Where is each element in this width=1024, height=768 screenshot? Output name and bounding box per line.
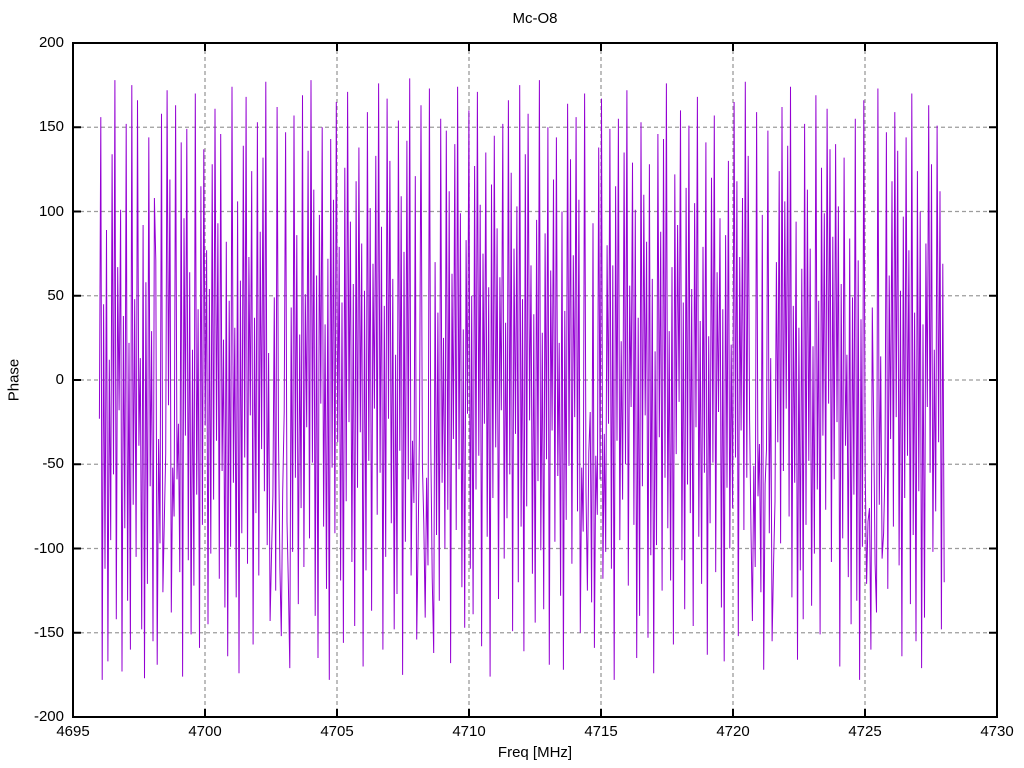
y-tick-label: -150 (33, 623, 64, 641)
x-tick-label: 4700 (188, 723, 222, 740)
y-tick-label: -50 (42, 455, 64, 473)
x-tick-label: 4720 (716, 723, 750, 740)
x-tick-label: 4695 (56, 723, 90, 740)
y-tick-label: -100 (33, 539, 64, 557)
y-tick-label: 0 (55, 371, 64, 388)
x-tick-label: 4725 (848, 723, 882, 740)
y-tick-label: 200 (38, 34, 64, 51)
y-tick-label: 100 (38, 202, 64, 220)
y-tick-label: -200 (33, 708, 64, 725)
x-axis-label: Freq [MHz] (497, 744, 573, 761)
x-tick-label: 4710 (452, 723, 486, 740)
chart-title: Mc-O8 (512, 10, 558, 27)
y-tick-label: 50 (47, 286, 64, 304)
x-tick-label: 4715 (584, 723, 618, 740)
y-tick-label: 150 (38, 118, 64, 136)
x-tick-label: 4730 (980, 723, 1014, 740)
x-tick-label: 4705 (320, 723, 354, 740)
